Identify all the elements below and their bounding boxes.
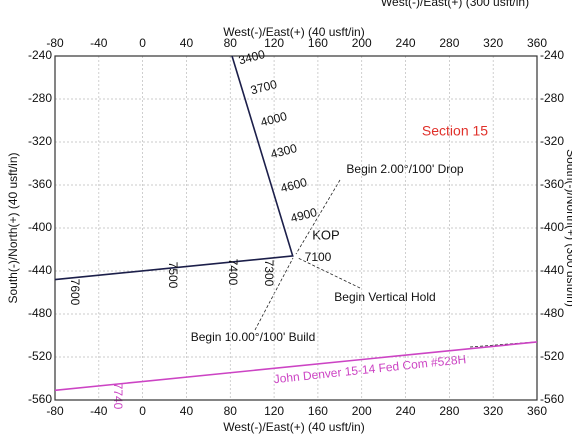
plot-frame bbox=[54, 55, 538, 401]
y-tick-label: -240 bbox=[540, 48, 564, 62]
depth-label: 4900 bbox=[289, 205, 319, 226]
y-tick-label: -560 bbox=[540, 392, 564, 406]
depth-label: 7500 bbox=[166, 262, 180, 289]
x-tick-label: 320 bbox=[483, 36, 503, 50]
x-tick-label: 200 bbox=[352, 404, 372, 418]
x-tick-label: 360 bbox=[527, 404, 547, 418]
section-label: Section 15 bbox=[422, 123, 488, 139]
x-label-bottom: West(-)/East(+) (40 usft/in) bbox=[223, 420, 364, 434]
y-tick-label: -520 bbox=[540, 349, 564, 363]
x-tick-label: -80 bbox=[46, 36, 64, 50]
well-path bbox=[54, 55, 294, 281]
x-tick-label: 40 bbox=[180, 36, 194, 50]
y-tick-label: -320 bbox=[540, 134, 564, 148]
x-tick-label: 320 bbox=[483, 404, 503, 418]
build-label: Begin 10.00°/100' Build bbox=[191, 330, 316, 344]
x-label-top: West(-)/East(+) (40 usft/in) bbox=[223, 25, 364, 39]
y-tick-label: -400 bbox=[28, 220, 52, 234]
kop-label: KOP bbox=[312, 227, 339, 242]
x-tick-label: -80 bbox=[46, 404, 64, 418]
y-tick-label: -280 bbox=[28, 91, 52, 105]
x-tick-label: 280 bbox=[439, 36, 459, 50]
well-label: John Denver 15-14 Fed Com #528H bbox=[273, 352, 467, 386]
depth-label: 3400 bbox=[237, 47, 267, 68]
x-tick-label: 120 bbox=[264, 36, 284, 50]
hold-label: Begin Vertical Hold bbox=[334, 290, 435, 304]
x-tick-label: 160 bbox=[308, 404, 328, 418]
depth-label: 7300 bbox=[262, 260, 276, 287]
y-tick-label: -280 bbox=[540, 91, 564, 105]
y-tick-label: -440 bbox=[540, 263, 564, 277]
x-tick-label: 160 bbox=[308, 36, 328, 50]
x-tick-label: 280 bbox=[439, 404, 459, 418]
y-tick-label: -520 bbox=[28, 349, 52, 363]
x-tick-label: 40 bbox=[180, 404, 194, 418]
x-tick-label: 0 bbox=[139, 36, 146, 50]
leader bbox=[297, 257, 361, 289]
y-tick-label: -360 bbox=[540, 177, 564, 191]
y-tick-label: -400 bbox=[540, 220, 564, 234]
y-tick-label: -480 bbox=[28, 306, 52, 320]
y-tick-label: -240 bbox=[28, 48, 52, 62]
y-tick-label: -560 bbox=[28, 392, 52, 406]
outer-x-label: West(-)/East(+) (300 usft/in) bbox=[381, 0, 529, 9]
y-tick-label: -360 bbox=[28, 177, 52, 191]
x-tick-label: -40 bbox=[90, 36, 108, 50]
x-tick-label: 80 bbox=[224, 404, 238, 418]
x-tick-label: 360 bbox=[527, 36, 547, 50]
x-tick-label: 200 bbox=[352, 36, 372, 50]
y-tick-label: -320 bbox=[28, 134, 52, 148]
depth-label: 4600 bbox=[279, 175, 309, 196]
depth-label: 7400 bbox=[226, 259, 240, 286]
y-label: South(-)/North(+) (40 usft/in) bbox=[6, 152, 20, 303]
leader bbox=[295, 179, 341, 255]
depth-label: 4000 bbox=[259, 109, 289, 130]
leader bbox=[469, 341, 536, 348]
x-tick-label: -40 bbox=[90, 404, 108, 418]
target-depth-label: 7740 bbox=[111, 383, 125, 410]
x-tick-label: 0 bbox=[139, 404, 146, 418]
depth-label: 7600 bbox=[68, 279, 82, 306]
depth-label: 3700 bbox=[249, 77, 279, 98]
x-tick-label: 240 bbox=[396, 36, 416, 50]
x-tick-label: 240 bbox=[396, 404, 416, 418]
depth-label: 7100 bbox=[305, 250, 332, 264]
y-tick-label: -480 bbox=[540, 306, 564, 320]
well-path bbox=[54, 341, 538, 392]
y-tick-label: -440 bbox=[28, 263, 52, 277]
drop-label: Begin 2.00°/100' Drop bbox=[346, 162, 463, 176]
depth-label: 4300 bbox=[269, 141, 299, 162]
x-tick-label: 80 bbox=[224, 36, 238, 50]
outer-y-label: South(-)/North(+) (300 usft/in) bbox=[564, 149, 572, 307]
x-tick-label: 120 bbox=[264, 404, 284, 418]
